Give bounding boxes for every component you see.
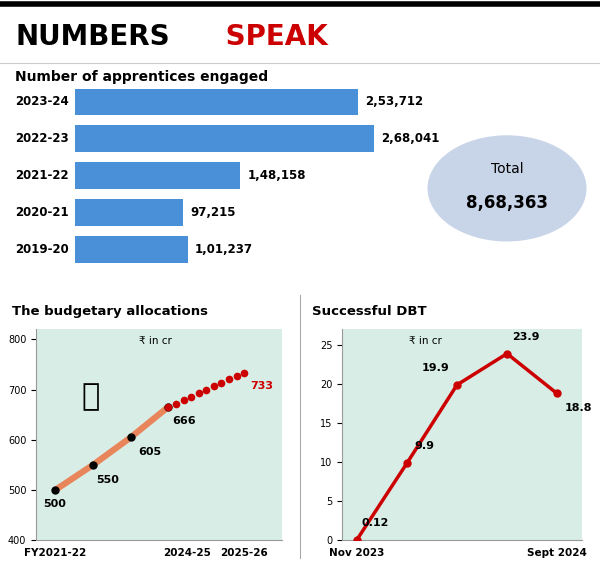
FancyBboxPatch shape <box>75 162 240 189</box>
Text: 1,48,158: 1,48,158 <box>247 169 306 182</box>
Text: Number of apprentices engaged: Number of apprentices engaged <box>15 69 268 83</box>
Text: 2,68,041: 2,68,041 <box>381 132 439 145</box>
Text: 733: 733 <box>250 381 273 391</box>
Text: 2023-24: 2023-24 <box>15 95 69 108</box>
Text: 8,68,363: 8,68,363 <box>466 194 548 212</box>
Text: 💵: 💵 <box>81 382 99 412</box>
FancyBboxPatch shape <box>75 199 184 226</box>
Text: 0.12: 0.12 <box>362 518 389 528</box>
Text: 666: 666 <box>172 416 196 426</box>
Text: 500: 500 <box>44 499 67 510</box>
Text: Successful DBT: Successful DBT <box>312 305 427 318</box>
Text: 2022-23: 2022-23 <box>16 132 69 145</box>
Ellipse shape <box>427 135 587 242</box>
Text: 2019-20: 2019-20 <box>15 243 69 256</box>
Text: 2,53,712: 2,53,712 <box>365 95 423 108</box>
Text: Total: Total <box>491 162 523 176</box>
Text: 23.9: 23.9 <box>512 332 539 342</box>
Text: 605: 605 <box>138 448 161 458</box>
Text: 2021-22: 2021-22 <box>16 169 69 182</box>
Text: SPEAK: SPEAK <box>216 23 328 51</box>
Text: NUMBERS: NUMBERS <box>15 23 170 51</box>
Text: 1,01,237: 1,01,237 <box>195 243 253 256</box>
FancyBboxPatch shape <box>75 236 188 263</box>
FancyBboxPatch shape <box>75 88 358 115</box>
Text: 97,215: 97,215 <box>191 206 236 219</box>
Text: ₹ in cr: ₹ in cr <box>409 336 442 346</box>
Text: 19.9: 19.9 <box>422 363 449 373</box>
Text: 9.9: 9.9 <box>415 441 434 452</box>
Text: 550: 550 <box>97 475 119 485</box>
Text: 18.8: 18.8 <box>565 403 592 413</box>
FancyBboxPatch shape <box>75 126 374 152</box>
Text: ₹ in cr: ₹ in cr <box>139 336 172 346</box>
Text: The budgetary allocations: The budgetary allocations <box>12 305 208 318</box>
Text: 2020-21: 2020-21 <box>16 206 69 219</box>
